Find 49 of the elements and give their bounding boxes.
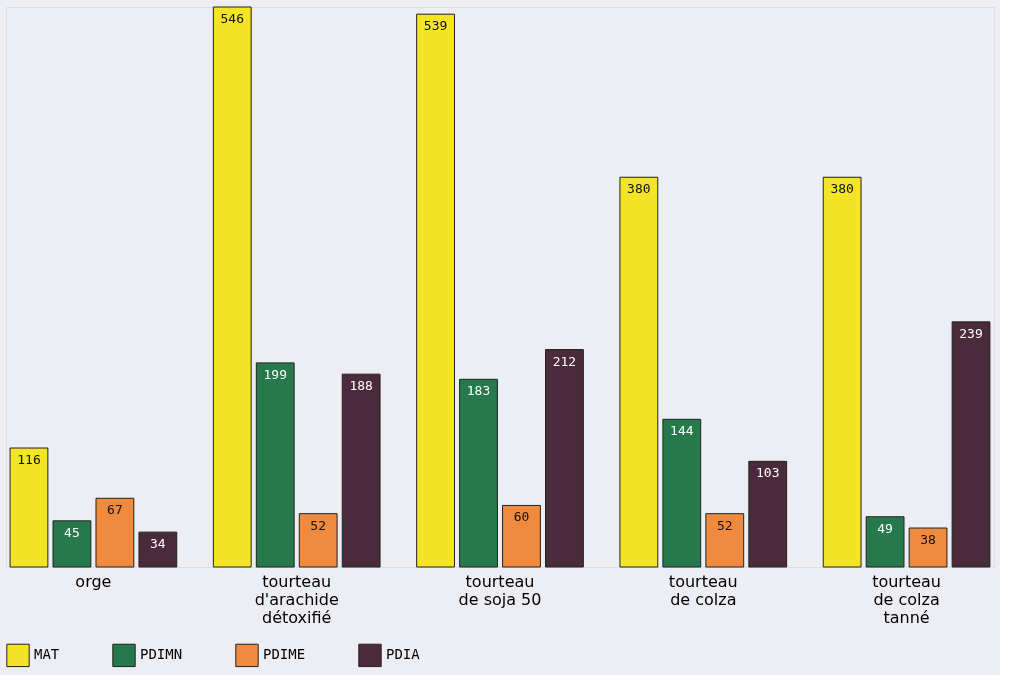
data-label: 52 xyxy=(310,517,327,533)
x-tick-label: tourteau de colza xyxy=(668,571,738,609)
data-label: 239 xyxy=(959,325,983,341)
data-label: 212 xyxy=(552,353,577,369)
bar xyxy=(822,176,862,568)
data-label: 52 xyxy=(716,517,733,533)
data-label: 38 xyxy=(920,532,936,548)
data-label: 199 xyxy=(263,366,287,382)
data-label: 546 xyxy=(220,11,244,26)
bar xyxy=(341,373,381,568)
bar xyxy=(298,513,338,568)
bar xyxy=(416,13,455,568)
x-tick-label: tourteau d'arachide détoxifié xyxy=(254,571,339,627)
bar xyxy=(951,321,991,568)
data-label: 183 xyxy=(466,383,491,399)
legend-label: PDIMN xyxy=(140,646,183,663)
data-label: 380 xyxy=(830,181,854,197)
bar xyxy=(502,504,541,568)
data-label: 45 xyxy=(64,524,80,540)
legend-label: MAT xyxy=(34,646,60,663)
data-label: 144 xyxy=(670,423,694,439)
data-label: 34 xyxy=(150,536,166,552)
x-tick-label: tourteau de soja 50 xyxy=(458,571,542,609)
bar xyxy=(95,497,135,568)
data-label: 103 xyxy=(756,465,780,481)
bar xyxy=(619,176,659,568)
bar xyxy=(705,513,745,568)
legend-label: PDIME xyxy=(263,646,306,663)
bar xyxy=(52,520,92,568)
data-label: 67 xyxy=(107,502,123,518)
legend-label: PDIA xyxy=(386,646,421,663)
bar xyxy=(748,460,788,568)
bar xyxy=(459,378,498,568)
bar xyxy=(138,531,178,568)
x-tick-label: tourteau de colza tanné xyxy=(872,571,942,627)
data-label: 116 xyxy=(17,452,41,468)
bar xyxy=(545,349,584,568)
data-label: 539 xyxy=(423,18,448,34)
bar xyxy=(212,6,252,568)
data-label: 380 xyxy=(627,181,651,197)
bar xyxy=(9,447,49,568)
bar xyxy=(662,418,702,568)
data-label: 188 xyxy=(349,378,373,394)
data-label: 60 xyxy=(513,509,530,525)
data-label: 49 xyxy=(877,520,893,536)
bar xyxy=(255,362,295,568)
bar xyxy=(865,516,905,568)
bar xyxy=(908,527,948,568)
x-tick-label: orge xyxy=(75,571,112,591)
